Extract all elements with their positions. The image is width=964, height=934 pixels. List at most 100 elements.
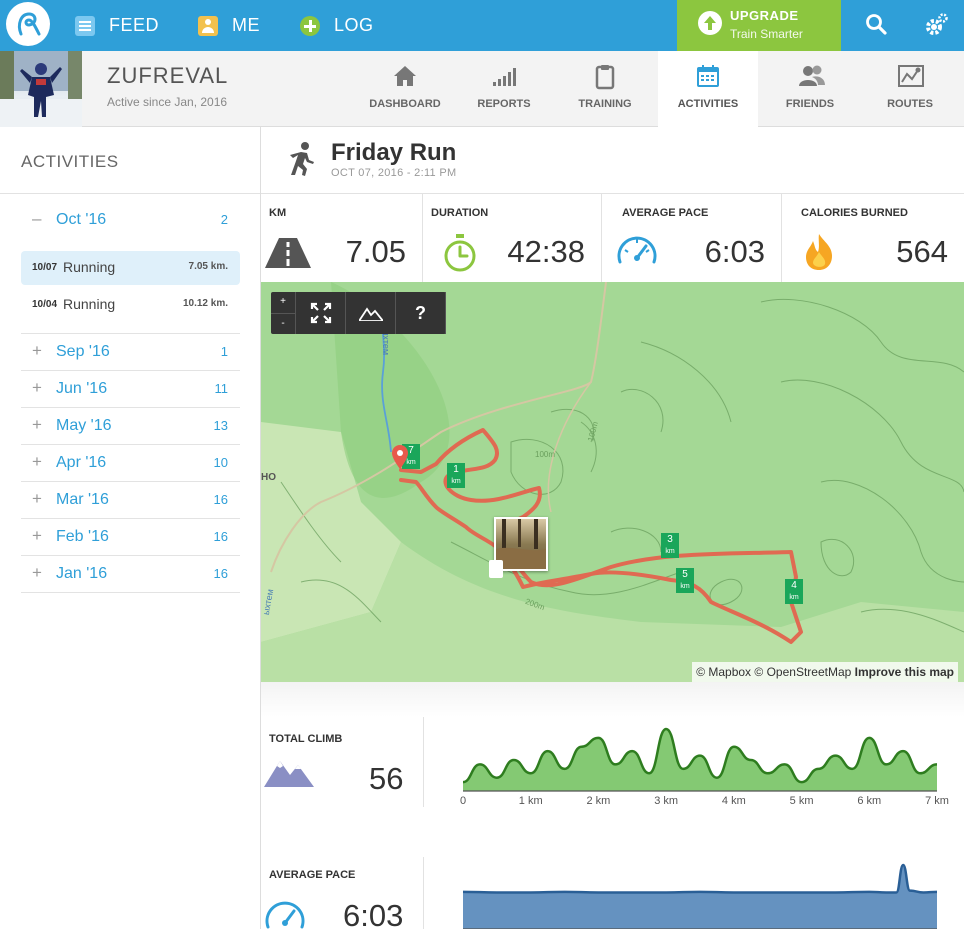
activity-datetime: OCT 07, 2016 - 2:11 PM — [331, 167, 457, 179]
average-pace-label: AVERAGE PACE — [269, 869, 356, 881]
activity-title: Friday Run — [331, 139, 457, 166]
speedometer-icon — [265, 901, 305, 929]
map-attribution: © Mapbox © OpenStreetMap Improve this ma… — [692, 662, 958, 682]
activity-item[interactable]: 10/07 Running 7.05 km. — [21, 251, 240, 285]
month-label: Oct '16 — [56, 211, 107, 228]
expand-toggle-icon[interactable]: + — [32, 489, 42, 508]
chart-area — [463, 729, 937, 791]
month-feb-16[interactable]: + Feb '16 16 — [21, 519, 240, 556]
road-icon — [265, 238, 311, 268]
nav-feed-label: FEED — [109, 15, 160, 35]
stat-pace-value: 6:03 — [704, 234, 765, 269]
logo-icon — [17, 12, 41, 36]
tab-routes-label: ROUTES — [887, 98, 933, 110]
average-pace-value: 6:03 — [343, 898, 404, 933]
terrain-button[interactable] — [346, 292, 396, 334]
runkeeper-logo[interactable] — [6, 2, 50, 46]
home-icon — [394, 66, 416, 86]
start-pin-icon[interactable] — [392, 445, 408, 469]
top-navbar: FEED ME LOG UPGRADE Train Smarter — [0, 0, 964, 51]
stats-row: KM 7.05 DURATION 42:38 AVERAGE PACE 6:03… — [261, 194, 964, 282]
gear-icon[interactable] — [924, 12, 950, 38]
help-button[interactable]: ? — [396, 292, 446, 334]
stat-distance-label: KM — [269, 207, 287, 219]
elevation-chart[interactable]: 0 1 km 2 km 3 km 4 km 5 km 6 km 7 km — [451, 717, 951, 812]
month-jun-16[interactable]: + Jun '16 11 — [21, 371, 240, 408]
month-label: Mar '16 — [56, 491, 109, 508]
nav-feed[interactable]: FEED — [75, 0, 159, 51]
km-marker[interactable]: 4 km — [785, 579, 803, 604]
upgrade-arrow-icon — [698, 11, 722, 35]
x-tick-label: 1 km — [519, 795, 543, 807]
avatar[interactable] — [0, 51, 82, 127]
activity-date: 10/04 — [32, 299, 58, 310]
tab-reports[interactable]: REPORTS — [454, 51, 554, 127]
map-canvas — [261, 282, 964, 682]
expand-toggle-icon[interactable]: + — [32, 526, 42, 545]
stat-calories-value: 564 — [896, 234, 948, 269]
zoom-out-button[interactable]: - — [271, 313, 295, 334]
chart-line — [462, 863, 938, 894]
month-apr-16[interactable]: + Apr '16 10 — [21, 445, 240, 482]
month-count: 13 — [213, 418, 228, 433]
km-marker[interactable]: 5 km — [676, 568, 694, 593]
running-icon — [290, 142, 314, 176]
profile-since: Active since Jan, 2016 — [107, 95, 228, 109]
tab-dashboard-label: DASHBOARD — [369, 98, 441, 110]
total-climb-section: TOTAL CLIMB 56 0 1 km 2 km 3 km 4 km 5 km 6 km… — [261, 717, 964, 812]
osm-attribution-link[interactable]: © OpenStreetMap — [754, 665, 852, 679]
x-tick-label: 5 km — [790, 795, 814, 807]
expand-toggle-icon[interactable]: + — [32, 378, 42, 397]
search-icon[interactable] — [864, 12, 888, 36]
month-may-16[interactable]: + May '16 13 — [21, 408, 240, 445]
stat-distance: KM 7.05 — [261, 194, 423, 282]
x-tick-label: 7 km — [925, 795, 949, 807]
upgrade-subtitle: Train Smarter — [730, 27, 803, 41]
upgrade-button[interactable]: UPGRADE Train Smarter — [677, 0, 841, 51]
improve-map-link[interactable]: Improve this map — [854, 665, 954, 679]
expand-toggle-icon[interactable]: + — [32, 415, 42, 434]
tab-friends[interactable]: FRIENDS — [760, 51, 860, 127]
month-mar-16[interactable]: + Mar '16 16 — [21, 482, 240, 519]
tab-routes[interactable]: ROUTES — [860, 51, 960, 127]
profile-name: ZUFREVAL — [107, 63, 229, 88]
zoom-in-button[interactable]: + — [280, 296, 286, 307]
month-count: 10 — [213, 455, 228, 470]
tab-dashboard[interactable]: DASHBOARD — [355, 51, 455, 127]
nav-log[interactable]: LOG — [300, 0, 374, 51]
expand-toggle-icon[interactable]: + — [32, 563, 42, 582]
tab-training[interactable]: TRAINING — [555, 51, 655, 127]
x-tick-label: 2 km — [587, 795, 611, 807]
nav-me[interactable]: ME — [198, 0, 260, 51]
expand-toggle-icon[interactable]: + — [32, 452, 42, 471]
calendar-icon — [697, 65, 719, 87]
km-marker[interactable]: 3 km — [661, 533, 679, 558]
activity-item[interactable]: 10/04 Running 10.12 km. — [21, 288, 240, 322]
plus-circle-icon — [300, 15, 320, 36]
photo-thumbnail[interactable] — [494, 517, 548, 571]
photo-pin-icon[interactable] — [489, 560, 503, 578]
month-sep-16[interactable]: + Sep '16 1 — [21, 334, 240, 371]
x-tick-label: 0 — [460, 795, 466, 807]
month-label: May '16 — [56, 417, 112, 434]
stat-pace-label: AVERAGE PACE — [622, 207, 709, 219]
pace-chart[interactable] — [451, 852, 951, 929]
month-oct-16[interactable]: – Oct '16 2 — [21, 202, 240, 239]
mountains-icon — [264, 761, 314, 787]
mapbox-attribution-link[interactable]: © Mapbox — [696, 665, 752, 679]
section-divider — [261, 682, 964, 717]
month-count: 16 — [213, 529, 228, 544]
route-map-icon — [898, 65, 924, 87]
km-marker[interactable]: 1 km — [447, 463, 465, 488]
activity-date: 10/07 — [32, 262, 58, 273]
collapse-toggle-icon[interactable]: – — [32, 209, 42, 228]
zoom-controls: + - — [271, 292, 296, 334]
month-count: 16 — [213, 566, 228, 581]
tab-activities[interactable]: ACTIVITIES — [658, 51, 758, 128]
total-climb-label: TOTAL CLIMB — [269, 733, 343, 745]
month-jan-16[interactable]: + Jan '16 16 — [21, 556, 240, 593]
fullscreen-button[interactable] — [296, 292, 346, 334]
tab-activities-label: ACTIVITIES — [677, 98, 739, 110]
expand-toggle-icon[interactable]: + — [32, 341, 42, 360]
